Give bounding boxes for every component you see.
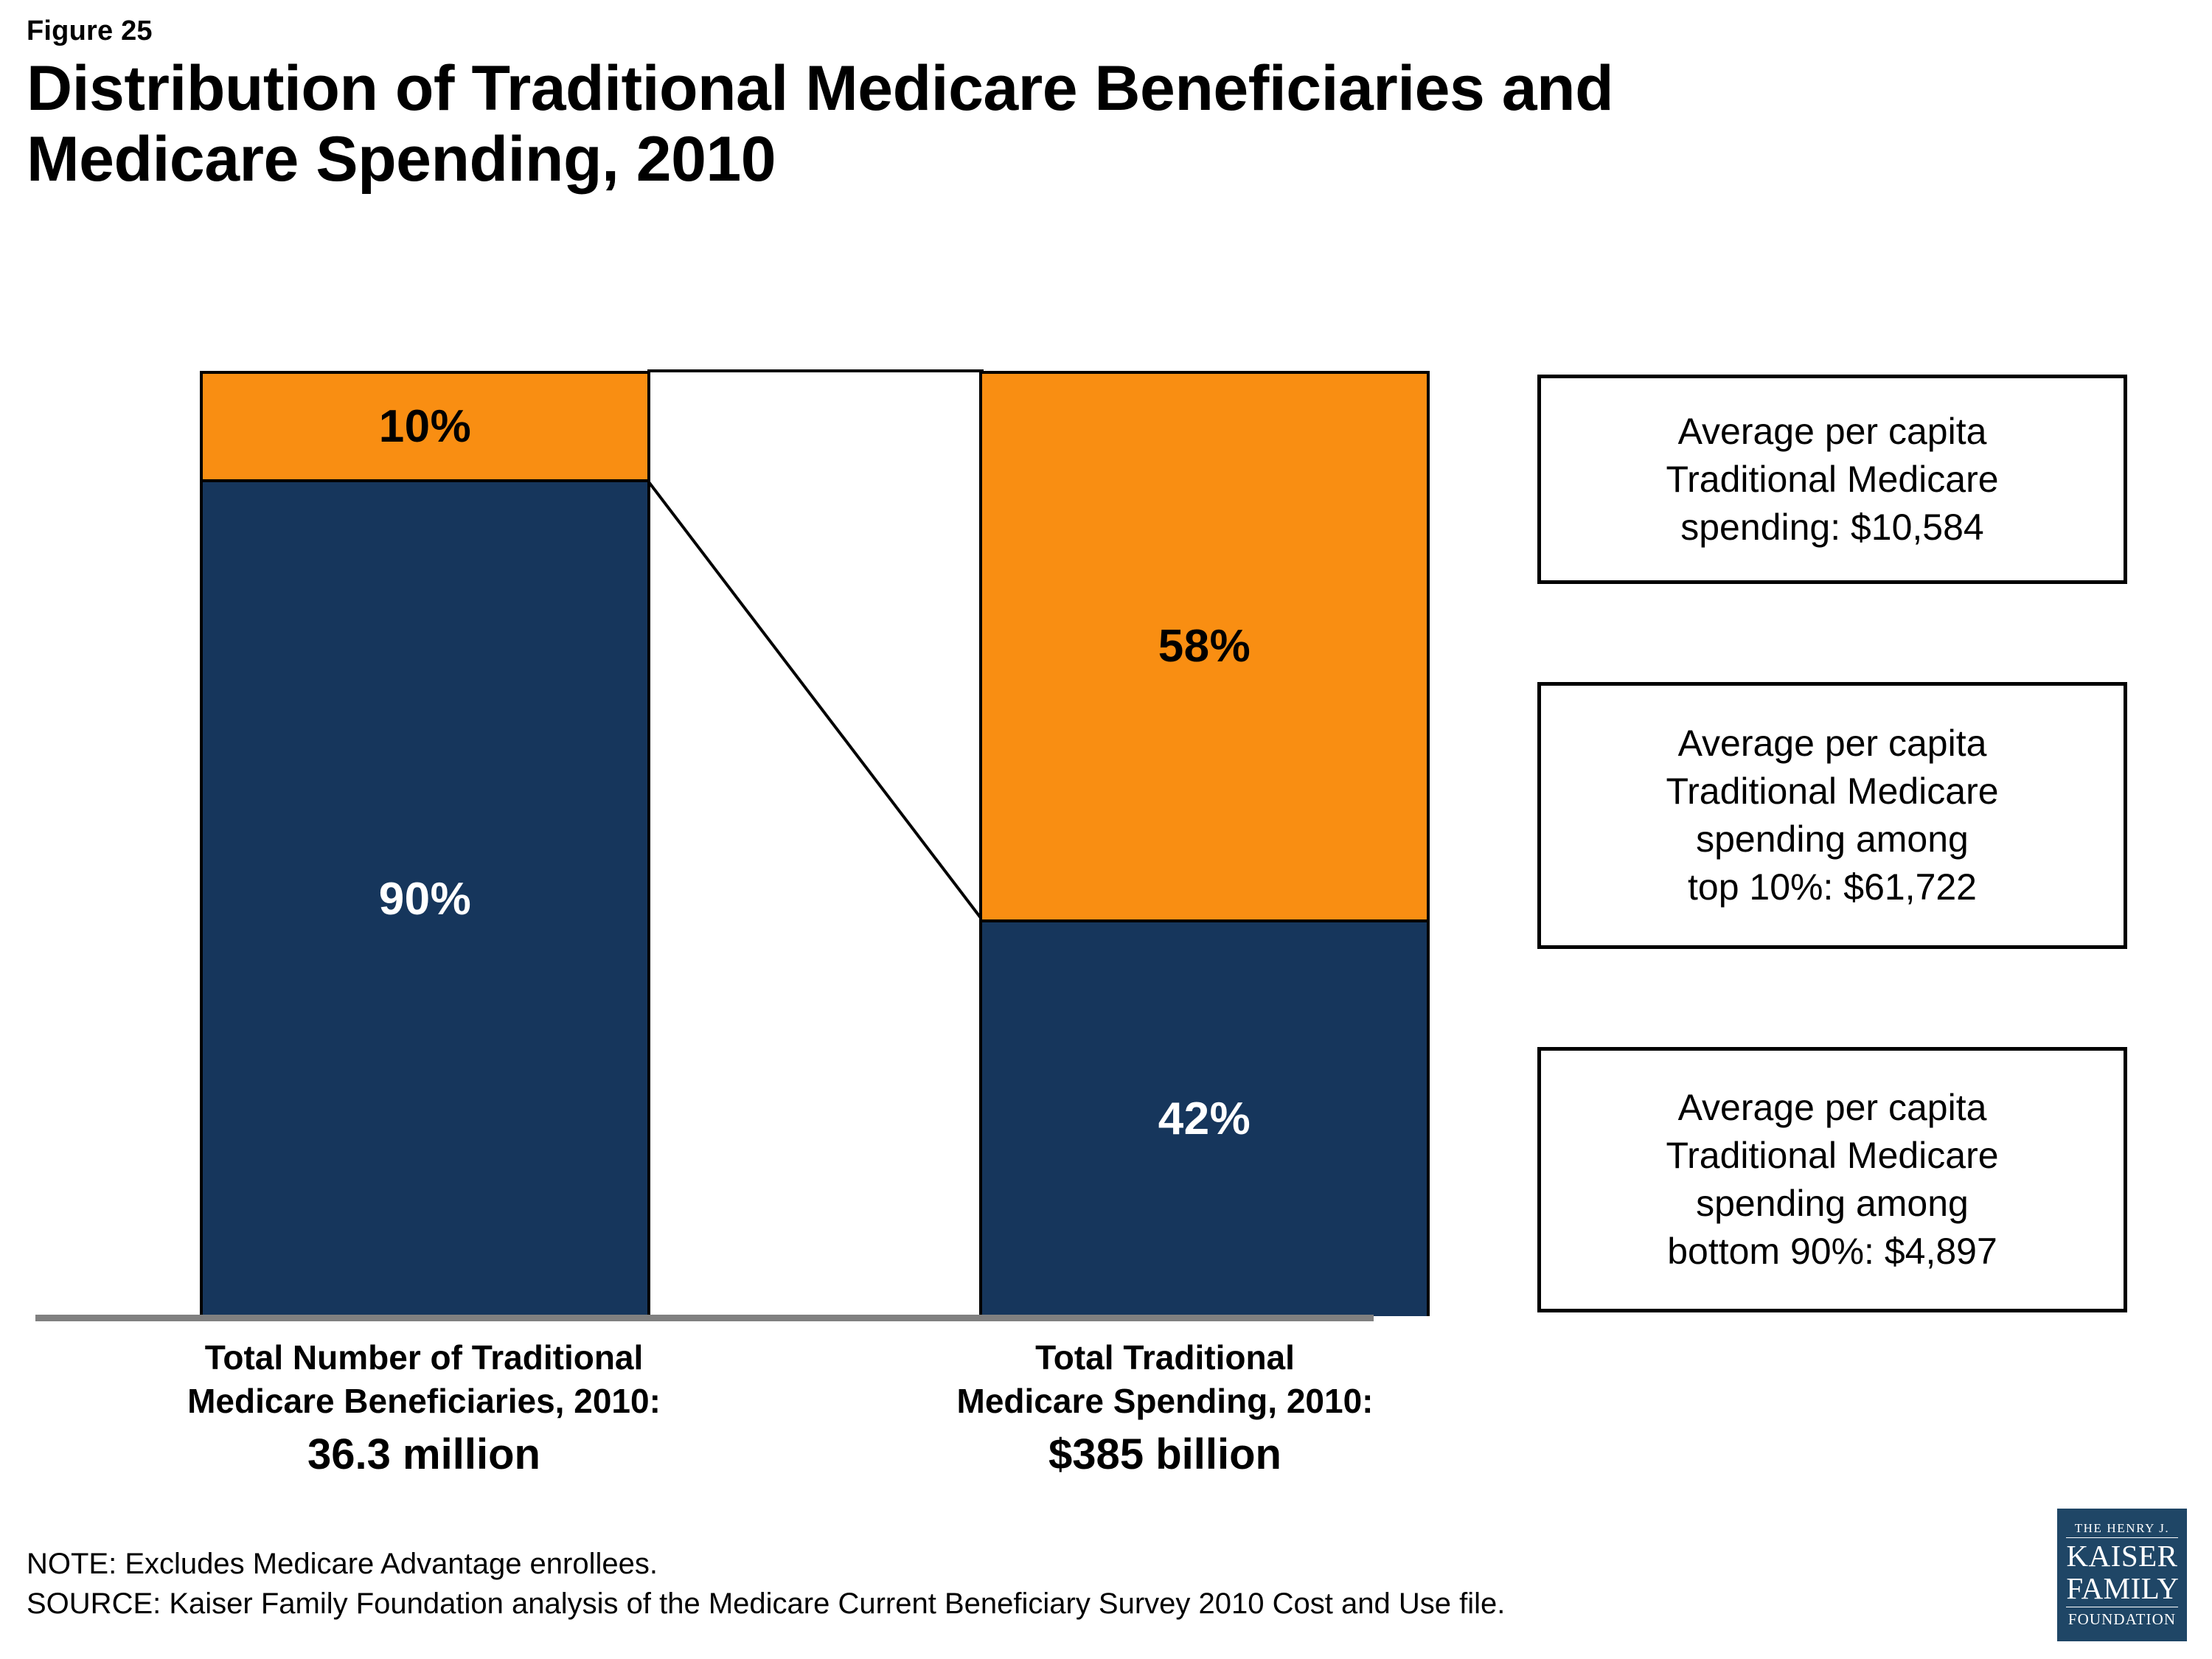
- category-caption-spending: Total Traditional Medicare Spending, 201…: [863, 1336, 1467, 1482]
- callout-line-3: spending among: [1696, 1183, 1969, 1224]
- callout-line-1: Average per capita: [1677, 1087, 1987, 1128]
- bar-segment-spending-bottom90[interactable]: 42%: [981, 919, 1428, 1316]
- bar-segment-label-58pct: 58%: [1158, 621, 1251, 672]
- page-title: Distribution of Traditional Medicare Ben…: [27, 53, 1796, 195]
- bar-segment-label-90pct: 90%: [378, 873, 472, 925]
- bar-segment-beneficiaries-top10[interactable]: 10%: [201, 371, 649, 479]
- category-caption-beneficiaries: Total Number of Traditional Medicare Ben…: [122, 1336, 726, 1482]
- callout-line-2: Traditional Medicare: [1666, 771, 1999, 812]
- logo-line-family: FAMILY: [2066, 1572, 2179, 1607]
- category-caption-line-1: Total Number of Traditional: [204, 1338, 644, 1377]
- chart-plot-area: 10% 90% 58% 42%: [35, 369, 1430, 1321]
- callout-box-bottom-90-percent: Average per capita Traditional Medicare …: [1537, 1047, 2127, 1312]
- category-caption-line-2: Medicare Spending, 2010:: [956, 1381, 1374, 1420]
- callout-box-average-per-capita: Average per capita Traditional Medicare …: [1537, 375, 2127, 584]
- bar-outline-left: [979, 371, 982, 1316]
- category-caption-value: $385 billion: [1048, 1430, 1281, 1478]
- bar-segment-label-10pct: 10%: [378, 400, 472, 452]
- callout-line-1: Average per capita: [1677, 723, 1987, 764]
- bar-segment-spending-top10[interactable]: 58%: [981, 371, 1428, 919]
- callout-line-3: spending: $10,584: [1680, 506, 1984, 548]
- logo-line-foundation: FOUNDATION: [2067, 1610, 2177, 1628]
- bar-outline-left: [200, 371, 203, 1316]
- bar-outline-right: [1427, 371, 1430, 1316]
- logo-line-henry: THE HENRY J.: [2066, 1521, 2178, 1539]
- callout-line-4: bottom 90%: $4,897: [1667, 1231, 1997, 1272]
- page-title-line-2: Medicare Spending, 2010: [27, 124, 776, 195]
- callout-line-3: spending among: [1696, 818, 1969, 860]
- leader-line: [644, 476, 984, 922]
- callout-line-1: Average per capita: [1677, 410, 1987, 452]
- footnotes: NOTE: Excludes Medicare Advantage enroll…: [27, 1545, 1505, 1624]
- bar-tops-connector-line: [647, 369, 984, 372]
- callout-box-top-10-percent: Average per capita Traditional Medicare …: [1537, 682, 2127, 949]
- figure-label: Figure 25: [27, 15, 153, 46]
- kaiser-family-foundation-logo: THE HENRY J. KAISER FAMILY FOUNDATION: [2057, 1509, 2187, 1641]
- category-caption-value: 36.3 million: [307, 1430, 540, 1478]
- page-title-line-1: Distribution of Traditional Medicare Ben…: [27, 53, 1614, 124]
- bar-outline-right: [647, 371, 650, 1316]
- axis-baseline: [35, 1315, 1374, 1321]
- logo-line-kaiser: KAISER: [2066, 1539, 2178, 1573]
- callout-line-2: Traditional Medicare: [1666, 458, 1999, 500]
- bar-spending[interactable]: 58% 42%: [979, 371, 1430, 1316]
- footnote-note: NOTE: Excludes Medicare Advantage enroll…: [27, 1548, 658, 1580]
- bar-segment-beneficiaries-bottom90[interactable]: 90%: [201, 479, 649, 1316]
- callout-line-2: Traditional Medicare: [1666, 1135, 1999, 1176]
- footnote-source: SOURCE: Kaiser Family Foundation analysi…: [27, 1587, 1506, 1620]
- category-caption-line-2: Medicare Beneficiaries, 2010:: [187, 1381, 661, 1420]
- callout-line-4: top 10%: $61,722: [1688, 866, 1977, 908]
- category-caption-line-1: Total Traditional: [1035, 1338, 1295, 1377]
- bar-segment-label-42pct: 42%: [1158, 1093, 1251, 1144]
- bar-beneficiaries[interactable]: 10% 90%: [200, 371, 650, 1316]
